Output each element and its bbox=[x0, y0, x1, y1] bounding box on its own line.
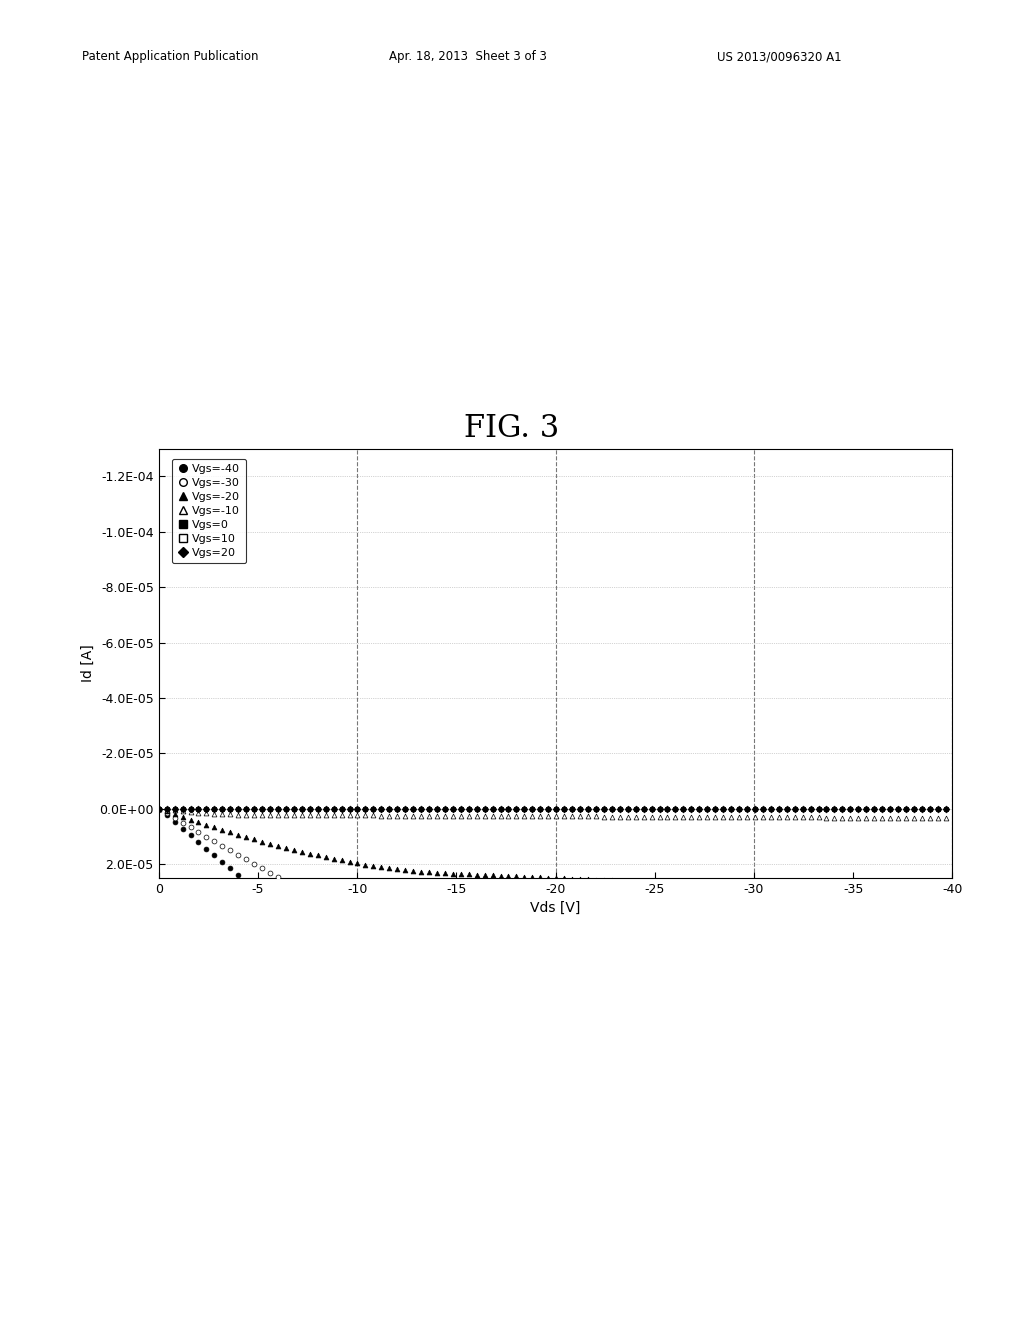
Text: Apr. 18, 2013  Sheet 3 of 3: Apr. 18, 2013 Sheet 3 of 3 bbox=[389, 50, 547, 63]
Legend: Vgs=-40, Vgs=-30, Vgs=-20, Vgs=-10, Vgs=0, Vgs=10, Vgs=20: Vgs=-40, Vgs=-30, Vgs=-20, Vgs=-10, Vgs=… bbox=[172, 458, 246, 564]
Text: Patent Application Publication: Patent Application Publication bbox=[82, 50, 258, 63]
Text: US 2013/0096320 A1: US 2013/0096320 A1 bbox=[717, 50, 842, 63]
Text: FIG. 3: FIG. 3 bbox=[464, 413, 560, 445]
X-axis label: Vds [V]: Vds [V] bbox=[530, 902, 581, 915]
Y-axis label: Id [A]: Id [A] bbox=[81, 644, 95, 682]
